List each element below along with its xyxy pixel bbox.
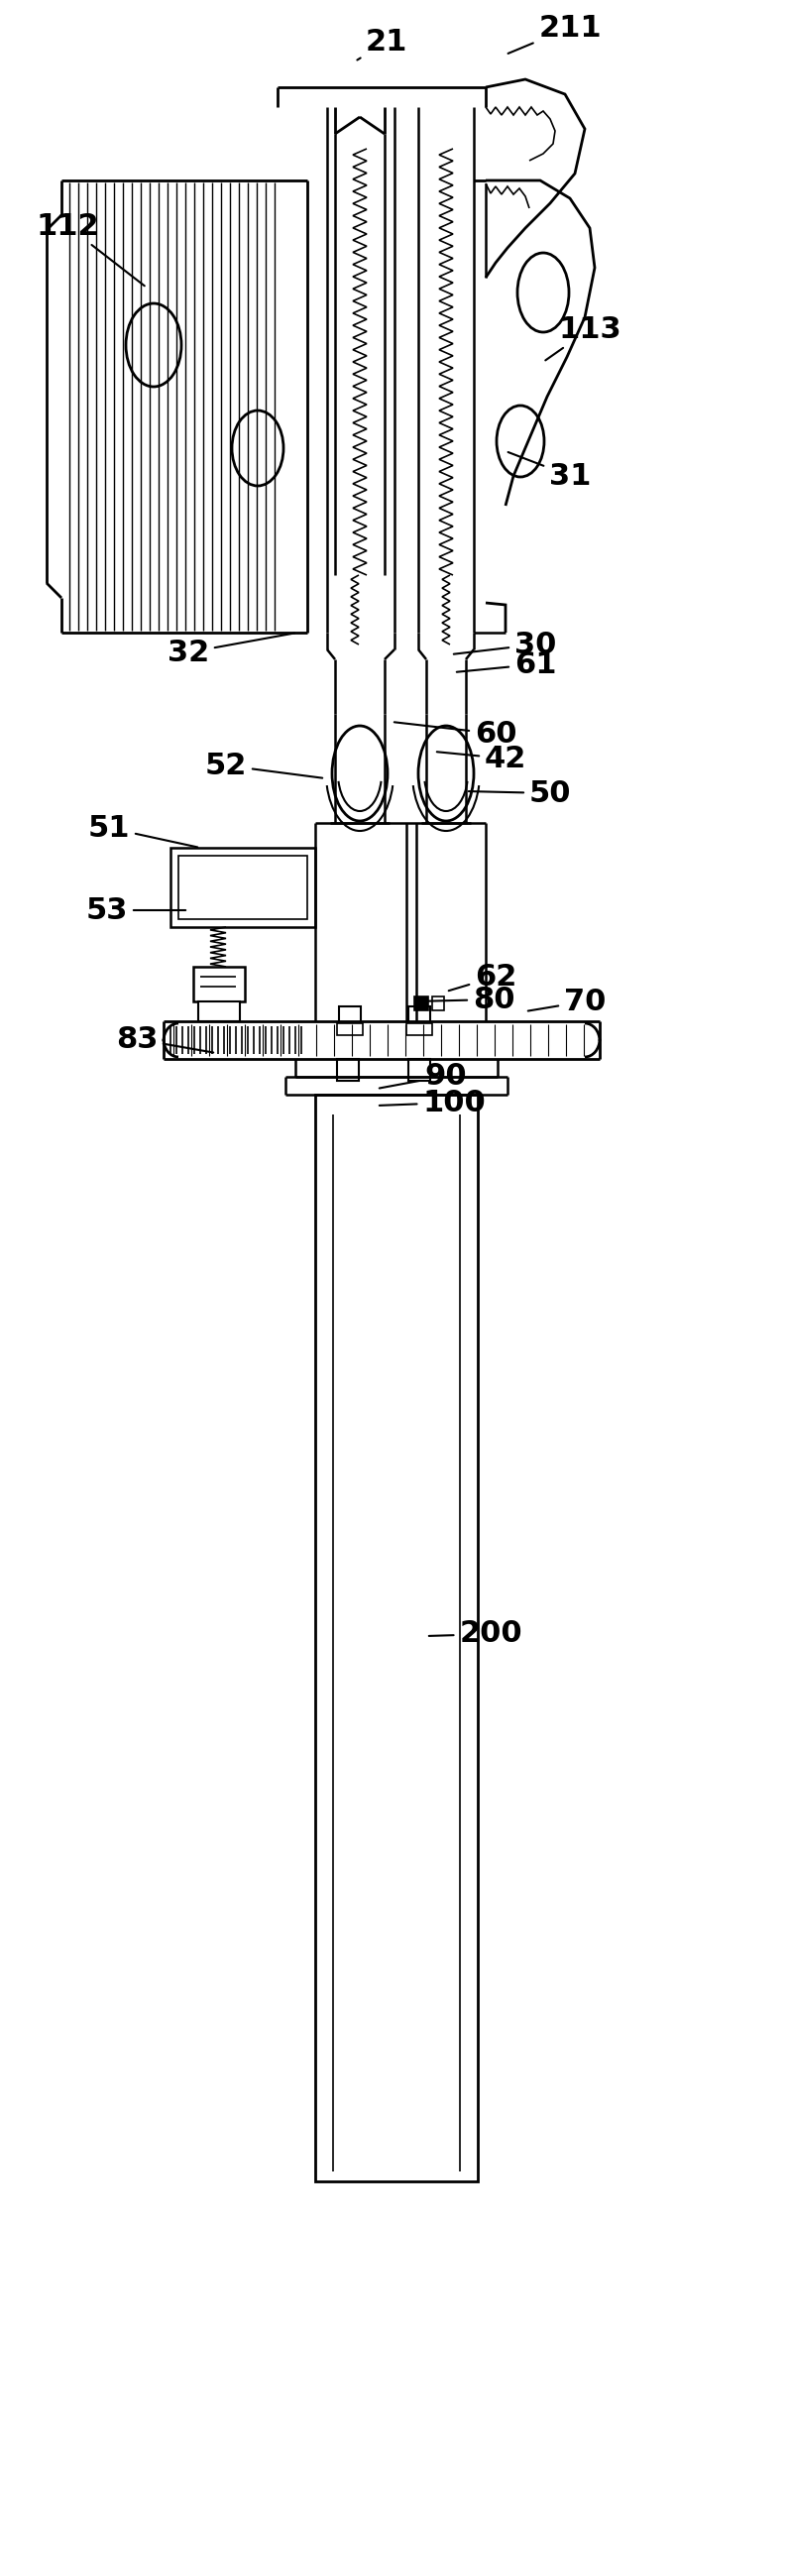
- Text: 112: 112: [36, 211, 144, 286]
- Bar: [408, 1059, 430, 1082]
- Bar: [337, 1023, 362, 1036]
- Text: 70: 70: [528, 987, 606, 1015]
- Bar: [408, 1007, 430, 1025]
- Ellipse shape: [126, 304, 181, 386]
- Text: 50: 50: [469, 778, 571, 809]
- Text: 53: 53: [86, 896, 186, 925]
- Text: 31: 31: [508, 453, 591, 489]
- Bar: [337, 1059, 359, 1082]
- Text: 52: 52: [205, 752, 322, 781]
- Bar: [339, 1007, 361, 1025]
- Bar: [199, 1002, 240, 1020]
- Ellipse shape: [496, 404, 545, 477]
- Bar: [414, 997, 428, 1010]
- Bar: [315, 1095, 478, 2182]
- Bar: [178, 855, 307, 920]
- Text: 42: 42: [437, 744, 526, 773]
- Text: 32: 32: [167, 634, 295, 667]
- Text: 60: 60: [394, 719, 517, 747]
- Text: 100: 100: [379, 1087, 485, 1118]
- Text: 83: 83: [116, 1025, 214, 1054]
- Text: 30: 30: [454, 631, 556, 659]
- Bar: [407, 1023, 432, 1036]
- Bar: [170, 848, 315, 927]
- Bar: [193, 966, 245, 1002]
- Ellipse shape: [232, 410, 284, 487]
- Text: 90: 90: [379, 1061, 467, 1090]
- Text: 61: 61: [457, 649, 556, 677]
- Ellipse shape: [332, 726, 388, 822]
- Text: 21: 21: [357, 28, 407, 59]
- Bar: [432, 997, 444, 1010]
- Text: 113: 113: [545, 314, 621, 361]
- Ellipse shape: [518, 252, 569, 332]
- Text: 51: 51: [88, 814, 198, 848]
- Text: 211: 211: [508, 13, 601, 54]
- Text: 80: 80: [417, 984, 515, 1015]
- Text: 62: 62: [448, 963, 517, 992]
- Ellipse shape: [418, 726, 474, 822]
- Text: 200: 200: [429, 1620, 522, 1649]
